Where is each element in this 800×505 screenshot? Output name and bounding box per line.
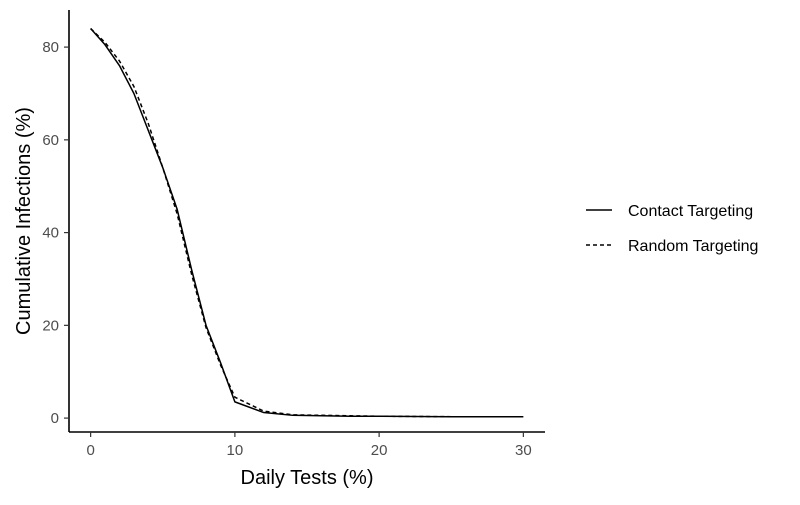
y-tick-label: 40 <box>42 225 59 242</box>
y-tick-label: 0 <box>51 410 59 427</box>
legend-label-contact-targeting: Contact Targeting <box>628 203 753 220</box>
x-tick-label: 30 <box>515 442 532 459</box>
x-tick-label: 10 <box>227 442 244 459</box>
series-line-contact-targeting <box>90 28 524 418</box>
legend-label-random-targeting: Random Targeting <box>628 238 758 255</box>
axes <box>68 10 545 433</box>
axis-ticks: 0 10 20 30 0 20 40 60 80 <box>42 39 531 459</box>
x-axis-title: Daily Tests (%) <box>241 467 374 489</box>
x-tick-label: 0 <box>86 442 94 459</box>
x-tick-label: 20 <box>371 442 388 459</box>
legend: Contact Targeting Random Targeting <box>586 203 758 255</box>
y-axis-title: Cumulative Infections (%) <box>13 107 35 335</box>
series-lines <box>90 28 524 418</box>
y-tick-label: 20 <box>42 317 59 334</box>
series-line-random-targeting <box>90 28 524 418</box>
y-tick-label: 60 <box>42 132 59 149</box>
y-tick-label: 80 <box>42 39 59 56</box>
